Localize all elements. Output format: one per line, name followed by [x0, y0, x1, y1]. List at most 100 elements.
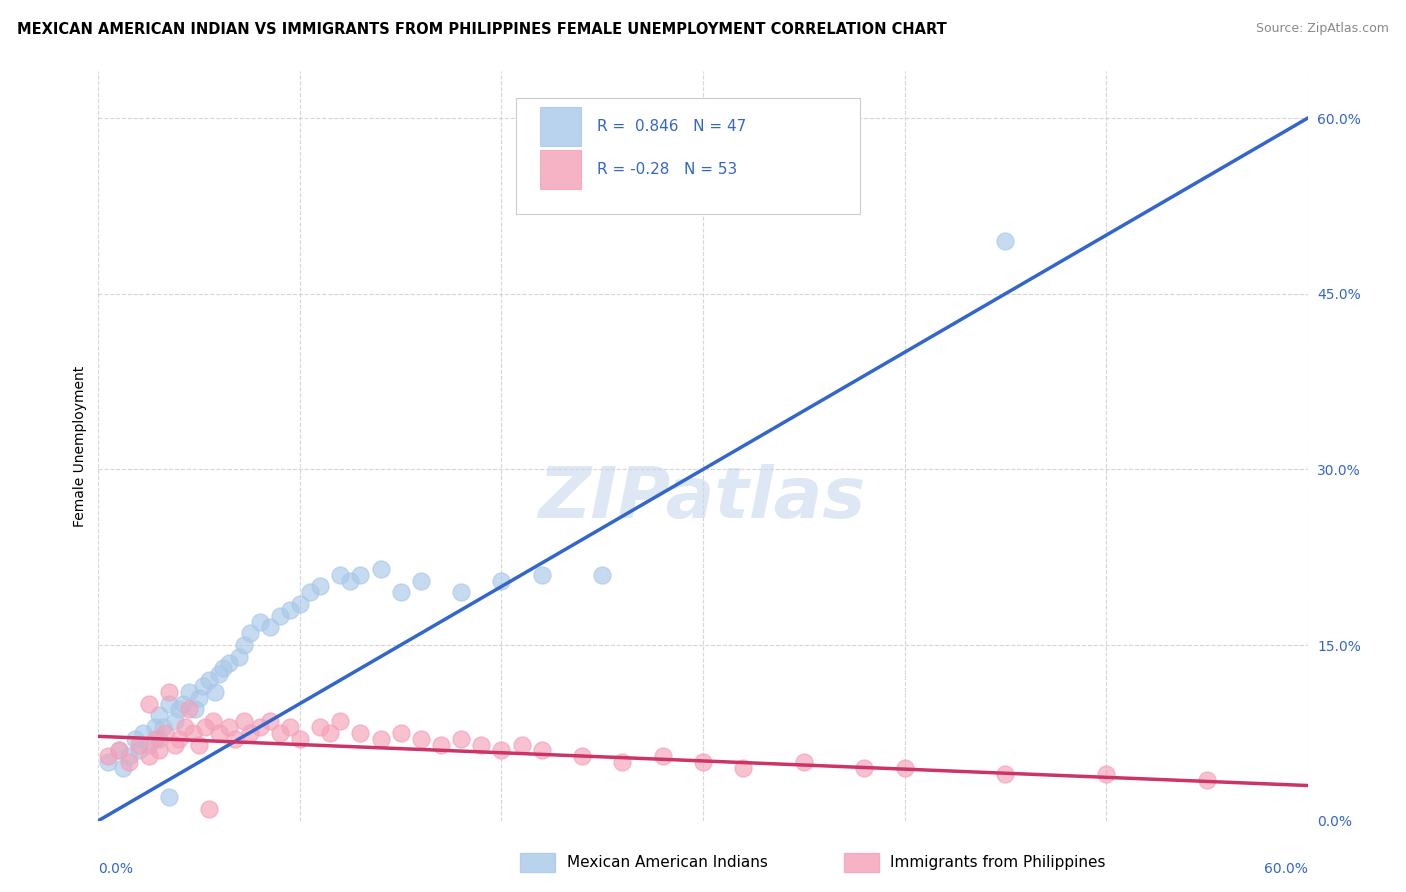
Point: [249, 720, 271, 734]
Point: [591, 567, 613, 582]
Point: [853, 761, 876, 775]
Point: [143, 731, 166, 746]
Point: [491, 743, 513, 757]
Point: [370, 562, 392, 576]
Point: [132, 726, 155, 740]
Point: [174, 720, 197, 734]
FancyBboxPatch shape: [540, 106, 581, 145]
Point: [148, 731, 170, 746]
Text: 60.0%: 60.0%: [1264, 862, 1308, 876]
Point: [193, 679, 215, 693]
Point: [138, 697, 160, 711]
Point: [232, 714, 254, 728]
Point: [893, 761, 915, 775]
Text: Source: ZipAtlas.com: Source: ZipAtlas.com: [1256, 22, 1389, 36]
Point: [389, 726, 412, 740]
Point: [309, 580, 332, 594]
Point: [118, 755, 141, 769]
Point: [188, 690, 211, 705]
Text: Mexican American Indians: Mexican American Indians: [567, 855, 768, 870]
Point: [349, 726, 371, 740]
Point: [370, 731, 392, 746]
Point: [389, 585, 412, 599]
Point: [249, 615, 271, 629]
Point: [329, 714, 352, 728]
Point: [612, 755, 634, 769]
Point: [228, 649, 250, 664]
Point: [470, 738, 492, 752]
Point: [208, 726, 231, 740]
Point: [163, 738, 186, 752]
Point: [143, 720, 166, 734]
Point: [224, 731, 246, 746]
Point: [128, 738, 150, 752]
Point: [299, 585, 322, 599]
Point: [269, 726, 291, 740]
Point: [409, 731, 432, 746]
Point: [97, 749, 120, 764]
Point: [692, 755, 714, 769]
Point: [157, 790, 180, 805]
Point: [172, 697, 194, 711]
FancyBboxPatch shape: [540, 150, 581, 189]
Point: [269, 608, 291, 623]
Point: [733, 761, 755, 775]
Point: [212, 661, 235, 675]
Point: [202, 714, 225, 728]
Point: [571, 749, 593, 764]
Point: [157, 685, 180, 699]
Text: ZIPatlas: ZIPatlas: [540, 464, 866, 533]
Text: MEXICAN AMERICAN INDIAN VS IMMIGRANTS FROM PHILIPPINES FEMALE UNEMPLOYMENT CORRE: MEXICAN AMERICAN INDIAN VS IMMIGRANTS FR…: [17, 22, 946, 37]
Point: [319, 726, 342, 740]
Point: [184, 702, 207, 716]
Point: [288, 597, 311, 611]
Point: [188, 738, 211, 752]
Point: [793, 755, 815, 769]
Point: [349, 567, 371, 582]
Point: [259, 714, 281, 728]
Point: [232, 638, 254, 652]
Text: 0.0%: 0.0%: [98, 862, 134, 876]
Point: [138, 749, 160, 764]
Point: [107, 743, 129, 757]
Point: [157, 697, 180, 711]
Point: [218, 720, 240, 734]
Point: [111, 761, 134, 775]
Point: [148, 708, 170, 723]
Point: [204, 685, 226, 699]
Point: [651, 749, 673, 764]
Point: [409, 574, 432, 588]
Point: [259, 620, 281, 634]
Text: R = -0.28   N = 53: R = -0.28 N = 53: [596, 162, 737, 177]
Point: [994, 767, 1017, 781]
Text: R =  0.846   N = 47: R = 0.846 N = 47: [596, 119, 745, 134]
Point: [1095, 767, 1118, 781]
Point: [530, 743, 553, 757]
Point: [107, 743, 129, 757]
Point: [198, 802, 221, 816]
Point: [118, 749, 141, 764]
Point: [167, 731, 190, 746]
Point: [239, 626, 262, 640]
Point: [128, 743, 150, 757]
Point: [239, 726, 262, 740]
Point: [97, 755, 120, 769]
Text: Immigrants from Philippines: Immigrants from Philippines: [890, 855, 1105, 870]
Point: [510, 738, 533, 752]
FancyBboxPatch shape: [516, 97, 860, 214]
Point: [179, 702, 201, 716]
Point: [450, 585, 472, 599]
Point: [163, 714, 186, 728]
Point: [153, 726, 176, 740]
Point: [309, 720, 332, 734]
Point: [208, 667, 231, 681]
Point: [138, 738, 160, 752]
Point: [194, 720, 217, 734]
Point: [148, 743, 170, 757]
Point: [288, 731, 311, 746]
Point: [198, 673, 221, 688]
Point: [218, 656, 240, 670]
Point: [124, 731, 146, 746]
Y-axis label: Female Unemployment: Female Unemployment: [73, 366, 87, 526]
Point: [450, 731, 472, 746]
